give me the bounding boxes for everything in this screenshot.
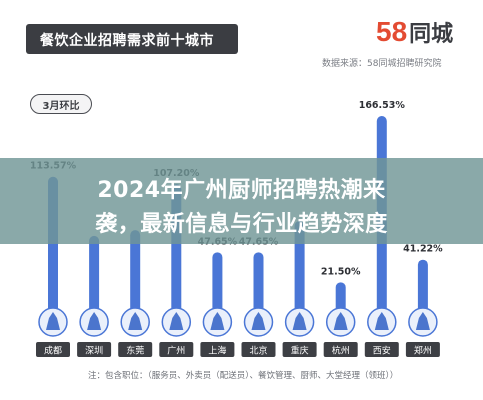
landmark-shape-东莞 bbox=[128, 312, 143, 330]
landmark-shape-重庆 bbox=[292, 312, 307, 330]
headline-line-2: 袭，最新信息与行业趋势深度 bbox=[95, 212, 388, 237]
value-label-西安: 166.53% bbox=[359, 100, 406, 111]
city-label-深圳: 深圳 bbox=[85, 346, 103, 357]
logo-text: 同城 bbox=[409, 22, 454, 47]
bar-深圳 bbox=[89, 235, 100, 313]
city-box-郑州 bbox=[405, 342, 440, 357]
value-label-郑州: 41.22% bbox=[403, 244, 443, 255]
city-box-西安 bbox=[364, 342, 399, 357]
landmark-shape-广州 bbox=[169, 312, 184, 330]
value-label-杭州: 21.50% bbox=[321, 266, 361, 277]
city-box-重庆 bbox=[282, 342, 317, 357]
landmark-shape-北京 bbox=[251, 312, 266, 330]
city-label-北京: 北京 bbox=[249, 345, 267, 357]
city-label-东莞: 东莞 bbox=[126, 345, 144, 357]
footnote: 注：包含职位：（服务员、外卖员（配送员）、餐饮管理、厨师、大堂经理（领班）） bbox=[88, 371, 399, 381]
logo-number: 58 bbox=[376, 16, 408, 47]
city-label-成都: 成都 bbox=[44, 345, 62, 357]
city-label-上海: 上海 bbox=[208, 345, 226, 357]
city-box-北京 bbox=[241, 342, 276, 357]
landmark-shape-杭州 bbox=[333, 312, 348, 330]
city-box-深圳 bbox=[77, 342, 112, 357]
landmark-shape-上海 bbox=[210, 312, 225, 330]
city-box-东莞 bbox=[118, 342, 153, 357]
title-bar: 餐饮企业招聘需求前十城市 bbox=[26, 24, 238, 54]
data-source: 数据来源：58同城招聘研究院 bbox=[322, 59, 442, 69]
bar-上海 bbox=[212, 252, 223, 313]
period-badge: 3月环比 bbox=[30, 94, 92, 114]
bar-北京 bbox=[253, 252, 264, 313]
city-box-杭州 bbox=[323, 342, 358, 357]
chart-title: 餐饮企业招聘需求前十城市 bbox=[40, 33, 214, 49]
landmark-shape-郑州 bbox=[415, 312, 430, 330]
city-label-郑州: 郑州 bbox=[414, 345, 432, 357]
landmark-shape-西安 bbox=[374, 312, 389, 330]
city-box-上海 bbox=[200, 342, 235, 357]
58-tongcheng-logo: 58同城 bbox=[376, 16, 453, 50]
landmark-shape-深圳 bbox=[87, 312, 102, 330]
city-box-广州 bbox=[159, 342, 194, 357]
headline-line-1: 2024年广州厨师招聘热潮来 bbox=[97, 178, 386, 203]
city-label-西安: 西安 bbox=[373, 345, 391, 357]
bar-东莞 bbox=[130, 230, 141, 313]
city-label-重庆: 重庆 bbox=[291, 345, 309, 357]
city-label-杭州: 杭州 bbox=[332, 345, 350, 357]
landmark-shape-成都 bbox=[46, 312, 60, 330]
period-badge-label: 3月环比 bbox=[42, 101, 80, 112]
bar-郑州 bbox=[417, 259, 428, 313]
city-box-成都 bbox=[36, 342, 70, 357]
bar-杭州 bbox=[335, 282, 346, 313]
city-label-广州: 广州 bbox=[167, 345, 185, 357]
headline-overlay: 2024年广州厨师招聘热潮来 袭，最新信息与行业趋势深度 bbox=[0, 158, 483, 244]
